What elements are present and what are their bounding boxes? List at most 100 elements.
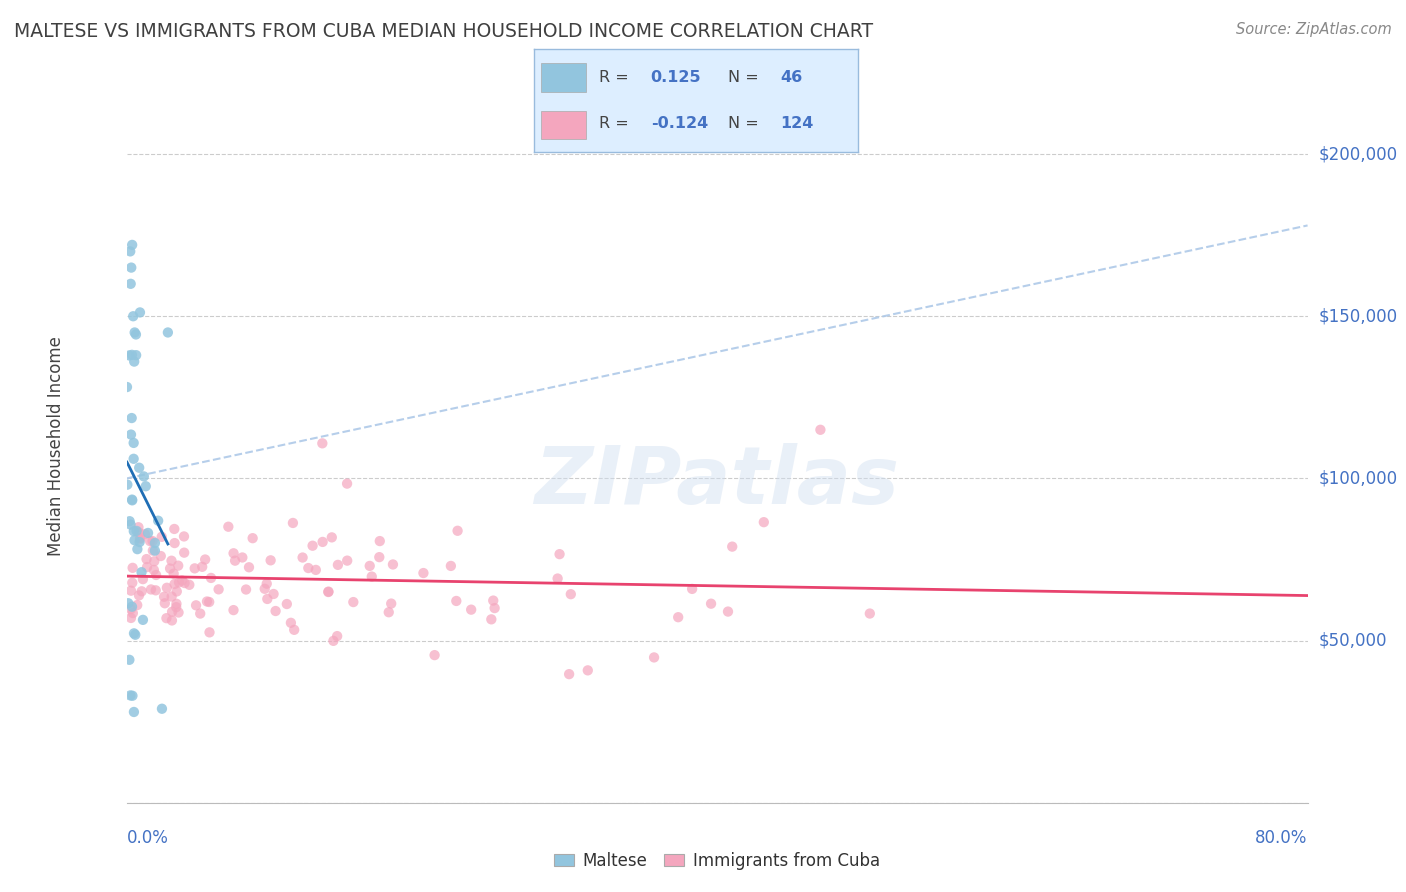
Immigrants from Cuba [242,531,264,545]
Immigrants from Cuba [139,534,162,549]
Maltese [120,689,142,703]
Immigrants from Cuba [311,436,333,450]
Text: 124: 124 [780,117,814,131]
Immigrants from Cuba [297,561,319,575]
Immigrants from Cuba [360,569,382,583]
Maltese [128,460,150,475]
Immigrants from Cuba [135,552,157,566]
Maltese [122,626,145,640]
Immigrants from Cuba [224,554,246,568]
Text: 80.0%: 80.0% [1256,829,1308,847]
Immigrants from Cuba [173,576,195,591]
Maltese [121,689,143,703]
Immigrants from Cuba [336,476,359,491]
Immigrants from Cuba [142,563,165,577]
Maltese [122,451,145,466]
Immigrants from Cuba [145,583,167,598]
Maltese [146,514,169,528]
Immigrants from Cuba [412,566,434,580]
Immigrants from Cuba [163,577,186,591]
Immigrants from Cuba [167,606,190,620]
Immigrants from Cuba [150,530,173,544]
Text: MALTESE VS IMMIGRANTS FROM CUBA MEDIAN HOUSEHOLD INCOME CORRELATION CHART: MALTESE VS IMMIGRANTS FROM CUBA MEDIAN H… [14,22,873,41]
Immigrants from Cuba [134,527,156,541]
Text: R =: R = [599,117,628,131]
Text: $200,000: $200,000 [1319,145,1398,163]
Maltese [121,492,143,507]
Maltese [143,543,166,558]
Maltese [117,596,139,610]
Immigrants from Cuba [301,539,323,553]
Immigrants from Cuba [222,546,245,560]
Maltese [122,310,145,324]
Maltese [120,260,142,275]
Immigrants from Cuba [231,550,253,565]
Immigrants from Cuba [142,543,165,558]
Immigrants from Cuba [238,560,260,574]
Immigrants from Cuba [179,578,201,592]
Immigrants from Cuba [446,594,468,608]
Immigrants from Cuba [321,530,343,544]
Immigrants from Cuba [160,590,183,604]
Immigrants from Cuba [560,587,582,601]
Immigrants from Cuba [120,583,142,598]
Immigrants from Cuba [280,615,302,630]
Immigrants from Cuba [194,552,217,566]
Maltese [117,477,139,491]
Immigrants from Cuba [752,515,775,529]
Immigrants from Cuba [380,597,402,611]
Immigrants from Cuba [131,584,153,599]
Immigrants from Cuba [423,648,446,662]
Immigrants from Cuba [163,536,186,550]
Immigrants from Cuba [128,588,150,602]
Immigrants from Cuba [681,582,703,596]
Maltese [122,436,145,450]
Immigrants from Cuba [283,623,305,637]
Immigrants from Cuba [263,587,285,601]
Immigrants from Cuba [318,584,340,599]
Immigrants from Cuba [305,563,328,577]
Text: -0.124: -0.124 [651,117,709,131]
Immigrants from Cuba [326,629,349,643]
Immigrants from Cuba [128,525,150,540]
Maltese [131,565,153,579]
Immigrants from Cuba [188,607,211,621]
Immigrants from Cuba [198,625,221,640]
Immigrants from Cuba [326,558,349,572]
Immigrants from Cuba [256,591,278,606]
Maltese [129,305,152,319]
Maltese [121,599,143,614]
Immigrants from Cuba [155,611,177,625]
Immigrants from Cuba [139,582,162,597]
Immigrants from Cuba [377,605,399,619]
Maltese [132,469,155,483]
Immigrants from Cuba [183,561,205,575]
Immigrants from Cuba [253,582,276,596]
Immigrants from Cuba [291,550,314,565]
Immigrants from Cuba [160,605,183,619]
Immigrants from Cuba [381,558,404,572]
Maltese [128,535,150,549]
Immigrants from Cuba [446,524,468,538]
Maltese [118,514,141,528]
Immigrants from Cuba [259,553,281,567]
Text: $100,000: $100,000 [1319,469,1398,487]
Immigrants from Cuba [207,582,229,597]
Immigrants from Cuba [222,603,245,617]
Immigrants from Cuba [166,584,188,599]
Immigrants from Cuba [859,607,882,621]
Immigrants from Cuba [200,571,222,585]
Immigrants from Cuba [165,600,187,615]
Text: R =: R = [599,70,628,86]
Maltese [118,348,141,362]
Bar [541,63,586,92]
Immigrants from Cuba [576,664,599,678]
Immigrants from Cuba [141,534,163,549]
Immigrants from Cuba [318,585,340,599]
Immigrants from Cuba [368,534,391,549]
Immigrants from Cuba [479,612,502,626]
Text: 46: 46 [780,70,803,86]
Immigrants from Cuba [120,611,142,625]
Immigrants from Cuba [460,602,482,616]
Immigrants from Cuba [198,595,221,609]
